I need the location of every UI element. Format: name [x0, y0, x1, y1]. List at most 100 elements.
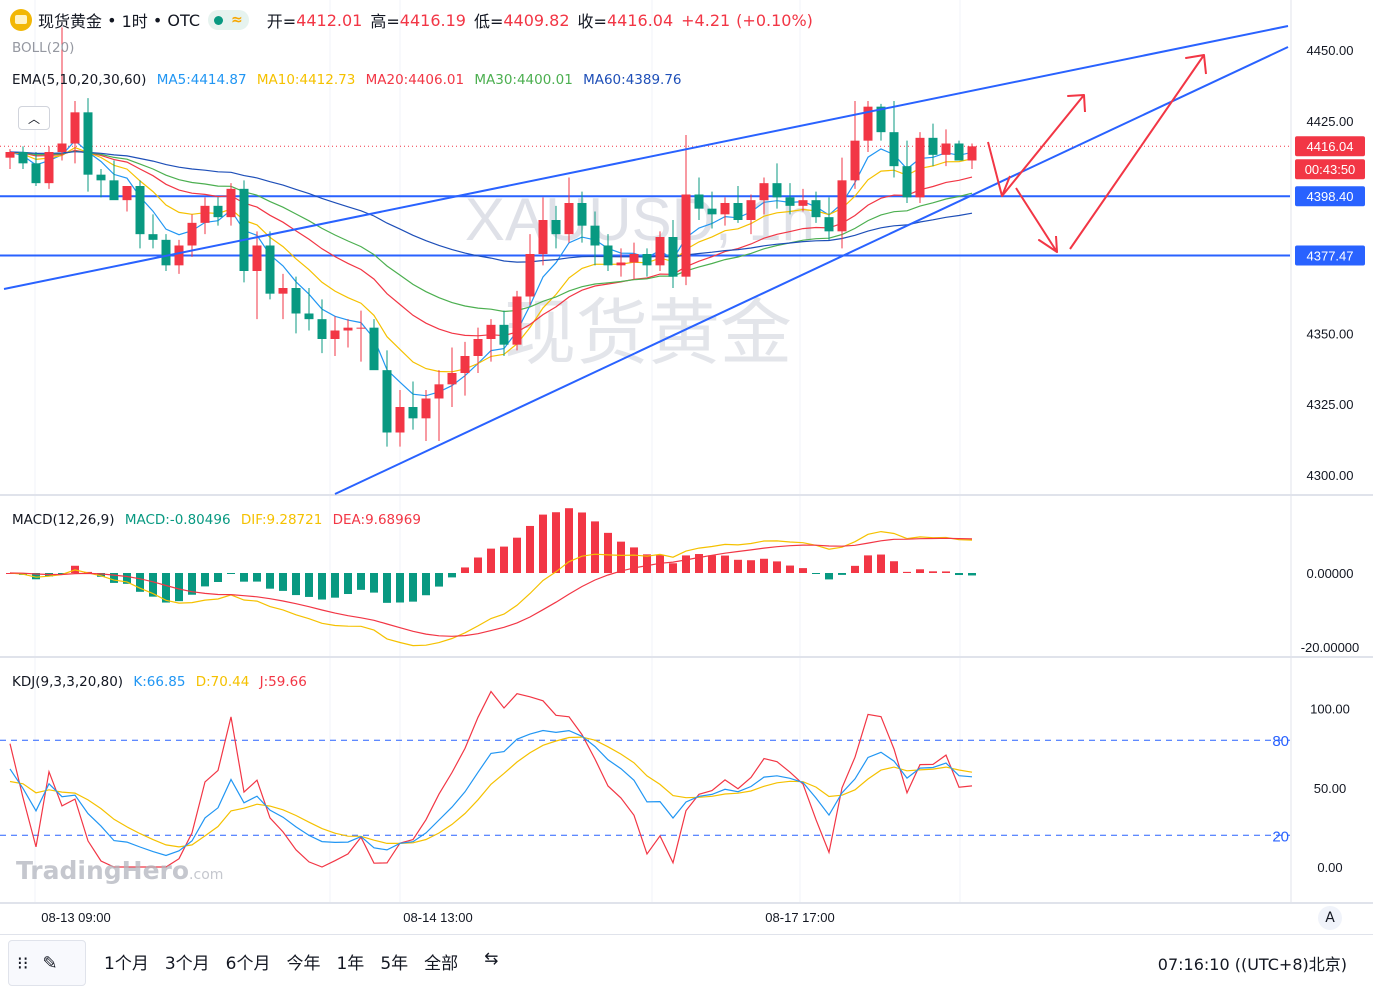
ma30-value: MA30:4400.01 [474, 72, 573, 88]
macd-legend[interactable]: MACD(12,26,9) MACD:-0.80496 DIF:9.28721 … [12, 512, 421, 528]
ma60-line [9, 151, 973, 263]
macd-histogram-bar [903, 571, 911, 573]
price-tick-label: 4350.00 [1307, 326, 1354, 341]
candle-body [96, 174, 106, 181]
macd-histogram-bar [422, 573, 430, 596]
current-price-tag-label: 4416.04 [1307, 139, 1354, 154]
ma10-value: MA10:4412.73 [256, 72, 356, 88]
symbol-name[interactable]: 现货黄金 [38, 12, 103, 31]
d-value: D:70.44 [195, 674, 250, 690]
drag-handle-icon[interactable]: ⁝⁝ [17, 952, 29, 974]
candle-body [447, 373, 457, 385]
macd-histogram-bar [565, 508, 573, 573]
candle-body [44, 152, 54, 184]
candle-body [785, 197, 795, 206]
range-ytd[interactable]: 今年 [286, 954, 321, 974]
macd-histogram-bar [695, 554, 703, 573]
kdj-band-label: 80 [1272, 733, 1289, 750]
exchange-label: OTC [167, 10, 201, 30]
interval-label[interactable]: 1时 [121, 12, 148, 31]
kdj-band-label: 20 [1272, 828, 1289, 845]
gold-coin-icon [10, 9, 32, 31]
projection-arrow-up [1001, 94, 1086, 197]
candle-body [122, 186, 132, 201]
candle-body [798, 200, 808, 206]
macd-tick-label: 0.00000 [1307, 566, 1354, 581]
macd-histogram-bar [305, 573, 313, 597]
range-all[interactable]: 全部 [424, 954, 459, 974]
macd-histogram-bar [656, 555, 664, 573]
candle-body [707, 208, 717, 215]
macd-value: MACD:-0.80496 [124, 512, 231, 528]
symbol-header: 现货黄金 • 1时 • OTC ≈ 开= 4412.01 高= 4416.19 低=… [10, 6, 813, 34]
price-axis: 4450.00 4425.00 4350.00 4325.00 4300.00 4416.… [41, 43, 1365, 925]
market-status-badge[interactable]: ≈ [208, 10, 249, 30]
range-1y[interactable]: 1年 [336, 954, 365, 974]
brand-main: TradingHero [16, 856, 190, 885]
candle-body [824, 217, 834, 232]
close-label: 收= [577, 12, 607, 31]
candle-body [31, 163, 41, 184]
candle-body [564, 203, 574, 235]
candle-body [954, 143, 964, 161]
range-3m[interactable]: 3个月 [164, 954, 210, 974]
candle-body [460, 356, 470, 373]
candle-body [499, 324, 509, 345]
macd-histogram-bar [942, 571, 950, 573]
candle-body [863, 106, 873, 141]
kdj-label: KDJ(9,3,3,20,80) [12, 674, 124, 690]
candle-body [941, 143, 951, 155]
macd-histogram-bar [383, 573, 391, 603]
candle-body [265, 245, 275, 294]
ma30-line [9, 150, 973, 313]
candle-body [421, 398, 431, 419]
open-value: 4412.01 [296, 10, 363, 30]
boll-legend[interactable]: BOLL(20) [12, 40, 75, 56]
candle-body [876, 106, 886, 133]
change-value: +4.21 [681, 10, 731, 30]
candle-body [889, 132, 899, 167]
range-5y[interactable]: 5年 [380, 954, 409, 974]
macd-histogram-bar [617, 541, 625, 573]
drawing-tools-panel: ⁝⁝ ✎ [8, 940, 86, 986]
candle-body [356, 327, 366, 329]
ema-legend[interactable]: EMA(5,10,20,30,60) MA5:4414.87 MA10:4412… [12, 72, 682, 88]
candle-body [213, 205, 223, 218]
macd-histogram-bar [279, 573, 287, 591]
separator-dot: • [102, 10, 122, 30]
macd-histogram-bar [266, 573, 274, 589]
candle-body [837, 180, 847, 232]
dif-line [9, 530, 973, 647]
macd-histogram-bar [851, 565, 859, 573]
pen-icon[interactable]: ✎ [42, 952, 58, 974]
kdj-legend[interactable]: KDJ(9,3,3,20,80) K:66.85 D:70.44 J:59.66 [12, 674, 307, 690]
date-range-icon[interactable]: ⇆ [484, 949, 499, 969]
candle-body [408, 407, 418, 419]
level-tag-label: 4377.47 [1307, 249, 1354, 264]
dif-value: DIF:9.28721 [240, 512, 323, 528]
auto-scale-button[interactable]: A [1318, 906, 1342, 930]
candle-body [135, 186, 145, 235]
macd-histogram-bar [916, 569, 924, 573]
range-6m[interactable]: 6个月 [225, 954, 271, 974]
macd-histogram-bar [955, 573, 963, 576]
macd-histogram-bar [682, 555, 690, 573]
timezone-clock[interactable]: 07:16:10 ((UTC+8)北京) [1157, 955, 1347, 974]
level-tag-label: 4398.40 [1307, 189, 1354, 204]
candle-body [369, 327, 379, 371]
macd-histogram-bar [448, 573, 456, 578]
candle-body [5, 152, 15, 158]
macd-histogram-bar [461, 567, 469, 573]
macd-histogram-bar [123, 573, 131, 584]
collapse-legend-button[interactable]: ︿ [18, 106, 50, 130]
low-value: 4409.82 [503, 10, 570, 30]
dea-value: DEA:9.68969 [332, 512, 421, 528]
macd-histogram-bar [747, 560, 755, 573]
macd-histogram-bar [669, 563, 677, 573]
candle-body [187, 222, 197, 246]
bar-countdown-tag [1295, 159, 1365, 180]
range-1m[interactable]: 1个月 [104, 954, 149, 974]
macd-histogram-bar [552, 512, 560, 573]
current-price-tag [1295, 136, 1365, 157]
